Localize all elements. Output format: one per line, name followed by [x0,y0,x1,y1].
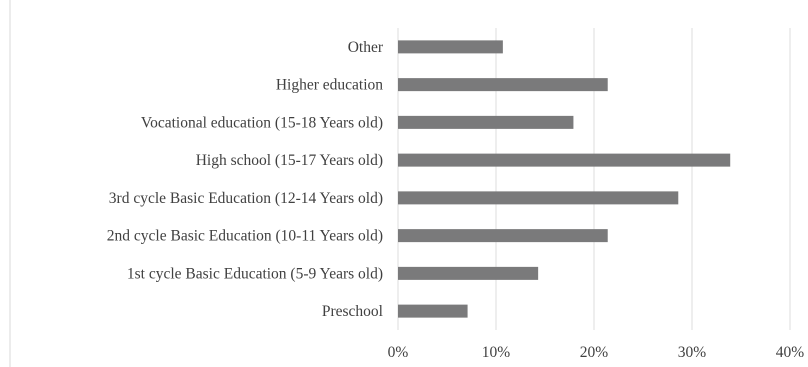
bar [398,304,468,318]
category-label: 3rd cycle Basic Education (12-14 Years o… [109,190,383,207]
category-label: High school (15-17 Years old) [196,152,383,169]
category-label: Higher education [276,77,383,94]
bar [398,191,679,205]
category-label: Other [348,39,384,56]
category-label: 1st cycle Basic Education (5-9 Years old… [127,265,383,282]
bars [398,40,731,318]
category-label: 2nd cycle Basic Education (10-11 Years o… [107,228,383,245]
bar [398,115,574,129]
bar [398,78,608,92]
x-tick-label: 20% [580,344,609,361]
x-tick-label: 0% [388,344,409,361]
bar [398,153,731,167]
bar [398,229,608,243]
x-tick-labels: 0% 10% 20% 30% 40% [388,344,805,361]
bar [398,266,539,280]
category-label: Preschool [322,303,383,320]
category-labels: Other Higher education Vocational educatio… [107,39,384,320]
x-tick-label: 30% [678,344,707,361]
x-tick-label: 10% [482,344,511,361]
bar [398,40,503,54]
category-label: Vocational education (15-18 Years old) [141,114,383,131]
x-tick-label: 40% [776,344,805,361]
grid-lines [397,28,791,330]
